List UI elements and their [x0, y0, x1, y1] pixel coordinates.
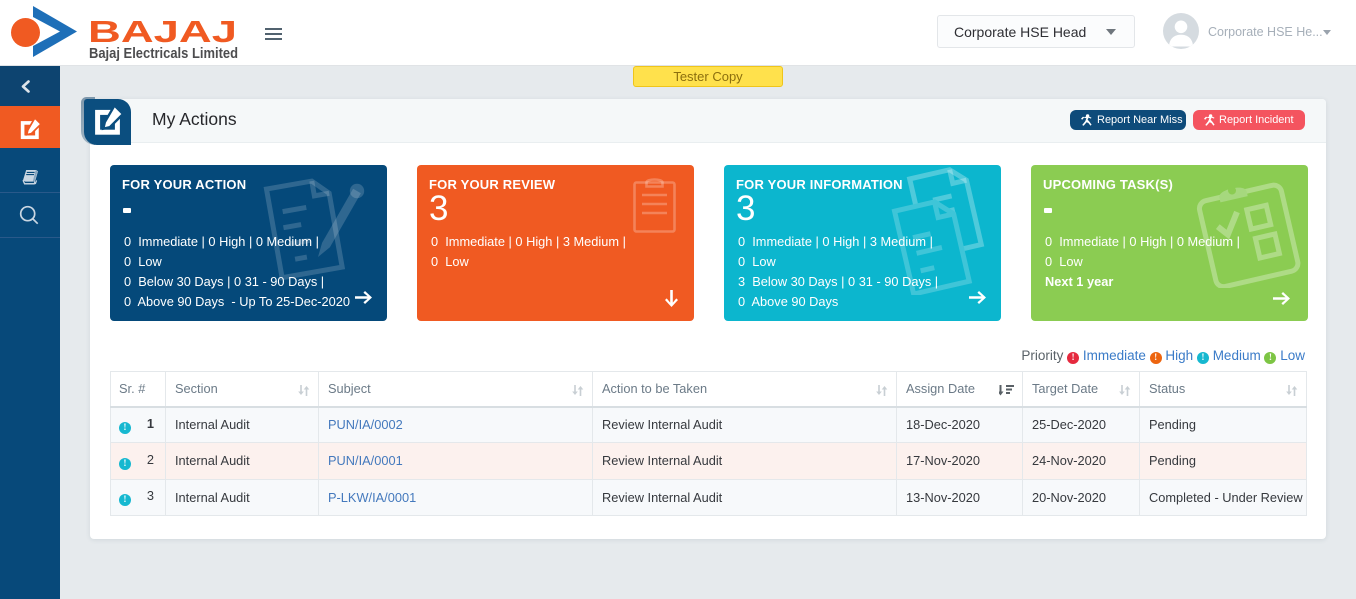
svg-text:Bajaj Electricals Limited: Bajaj Electricals Limited — [89, 46, 238, 62]
svg-text:BAJAJ: BAJAJ — [88, 14, 237, 49]
